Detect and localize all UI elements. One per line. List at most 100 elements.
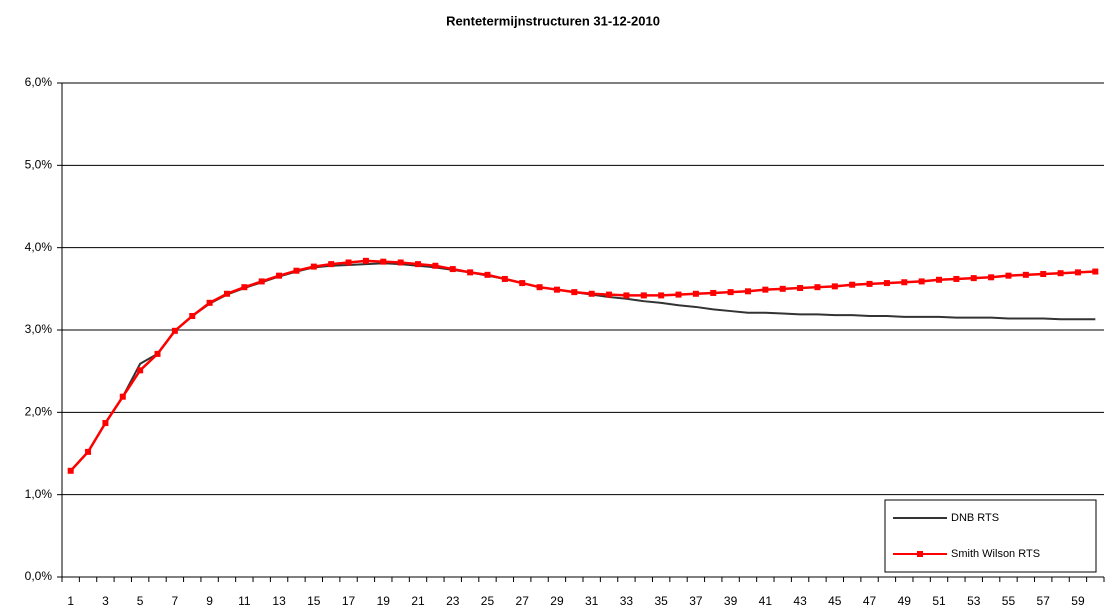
x-tick-label: 33: [620, 594, 634, 608]
x-tick-label: 31: [585, 594, 599, 608]
point: [970, 275, 977, 282]
point: [936, 276, 943, 283]
point: [276, 272, 283, 279]
point: [953, 275, 960, 282]
point: [814, 284, 821, 291]
y-tick-label: 4,0%: [25, 240, 53, 254]
point: [432, 262, 439, 269]
point: [519, 280, 526, 287]
point: [866, 280, 873, 287]
x-tick-label: 5: [137, 594, 144, 608]
x-tick-label: 39: [724, 594, 738, 608]
point: [640, 292, 647, 299]
point: [901, 279, 908, 286]
legend-box: [884, 499, 1097, 573]
point: [744, 288, 751, 295]
point: [258, 278, 265, 285]
x-tick-label: 29: [550, 594, 564, 608]
point: [310, 263, 317, 270]
x-tick-label: 9: [206, 594, 213, 608]
point: [119, 393, 126, 400]
point: [588, 290, 595, 297]
x-tick-label: 25: [481, 594, 495, 608]
point: [1092, 268, 1099, 275]
x-tick-label: 27: [516, 594, 530, 608]
legend-label: DNB RTS: [951, 512, 999, 524]
point: [571, 289, 578, 296]
x-tick-label: 53: [967, 594, 981, 608]
y-tick-label: 0,0%: [25, 569, 53, 583]
legend-marker: [917, 551, 923, 557]
point: [206, 299, 213, 306]
legend-label: Smith Wilson RTS: [951, 548, 1040, 560]
point: [1005, 272, 1012, 279]
point: [918, 278, 925, 285]
point: [1022, 271, 1029, 278]
x-tick-label: 57: [1037, 594, 1051, 608]
x-tick-label: 23: [446, 594, 460, 608]
point: [189, 313, 196, 320]
x-tick-label: 11: [238, 594, 251, 608]
x-tick-label: 7: [172, 594, 179, 608]
x-tick-label: 19: [377, 594, 391, 608]
point: [692, 290, 699, 297]
x-tick-label: 51: [932, 594, 946, 608]
point: [380, 258, 387, 265]
point: [675, 291, 682, 298]
y-tick-label: 1,0%: [25, 487, 53, 501]
point: [415, 261, 422, 268]
x-tick-label: 17: [342, 594, 356, 608]
point: [1057, 270, 1064, 277]
point: [171, 327, 178, 334]
x-tick-label: 35: [654, 594, 668, 608]
point: [85, 448, 92, 455]
point: [779, 285, 786, 292]
point: [102, 420, 109, 427]
point: [536, 284, 543, 291]
point: [501, 275, 508, 282]
point: [623, 292, 630, 299]
x-tick-label: 43: [793, 594, 807, 608]
x-tick-label: 13: [272, 594, 286, 608]
y-tick-label: 2,0%: [25, 405, 53, 419]
x-tick-label: 55: [1002, 594, 1016, 608]
point: [606, 291, 613, 298]
x-tick-label: 3: [102, 594, 109, 608]
x-tick-label: 41: [759, 594, 773, 608]
x-tick-label: 49: [898, 594, 912, 608]
point: [988, 274, 995, 281]
point: [223, 290, 230, 297]
point: [553, 286, 560, 293]
point: [467, 269, 474, 276]
point: [831, 283, 838, 290]
point: [883, 280, 890, 287]
point: [449, 266, 456, 273]
y-tick-label: 6,0%: [25, 75, 53, 89]
point: [849, 281, 856, 288]
point: [762, 286, 769, 293]
point: [1040, 271, 1047, 278]
x-tick-label: 59: [1071, 594, 1085, 608]
point: [658, 292, 665, 299]
point: [362, 257, 369, 264]
x-tick-label: 45: [828, 594, 842, 608]
legend: DNB RTS Smith Wilson RTS: [884, 499, 1097, 573]
point: [67, 467, 74, 474]
point: [345, 259, 352, 266]
point: [154, 350, 161, 357]
point: [727, 289, 734, 296]
point: [241, 284, 248, 291]
x-tick-label: 1: [67, 594, 74, 608]
point: [710, 289, 717, 296]
point: [484, 271, 491, 278]
point: [797, 285, 804, 292]
chart-title: Rentetermijnstructuren 31-12-2010: [446, 13, 660, 28]
x-tick-label: 21: [411, 594, 425, 608]
y-tick-label: 3,0%: [25, 322, 53, 336]
y-tick-label: 5,0%: [25, 158, 53, 172]
point: [397, 259, 404, 266]
point: [137, 367, 144, 374]
point: [293, 267, 300, 274]
x-tick-label: 47: [863, 594, 877, 608]
